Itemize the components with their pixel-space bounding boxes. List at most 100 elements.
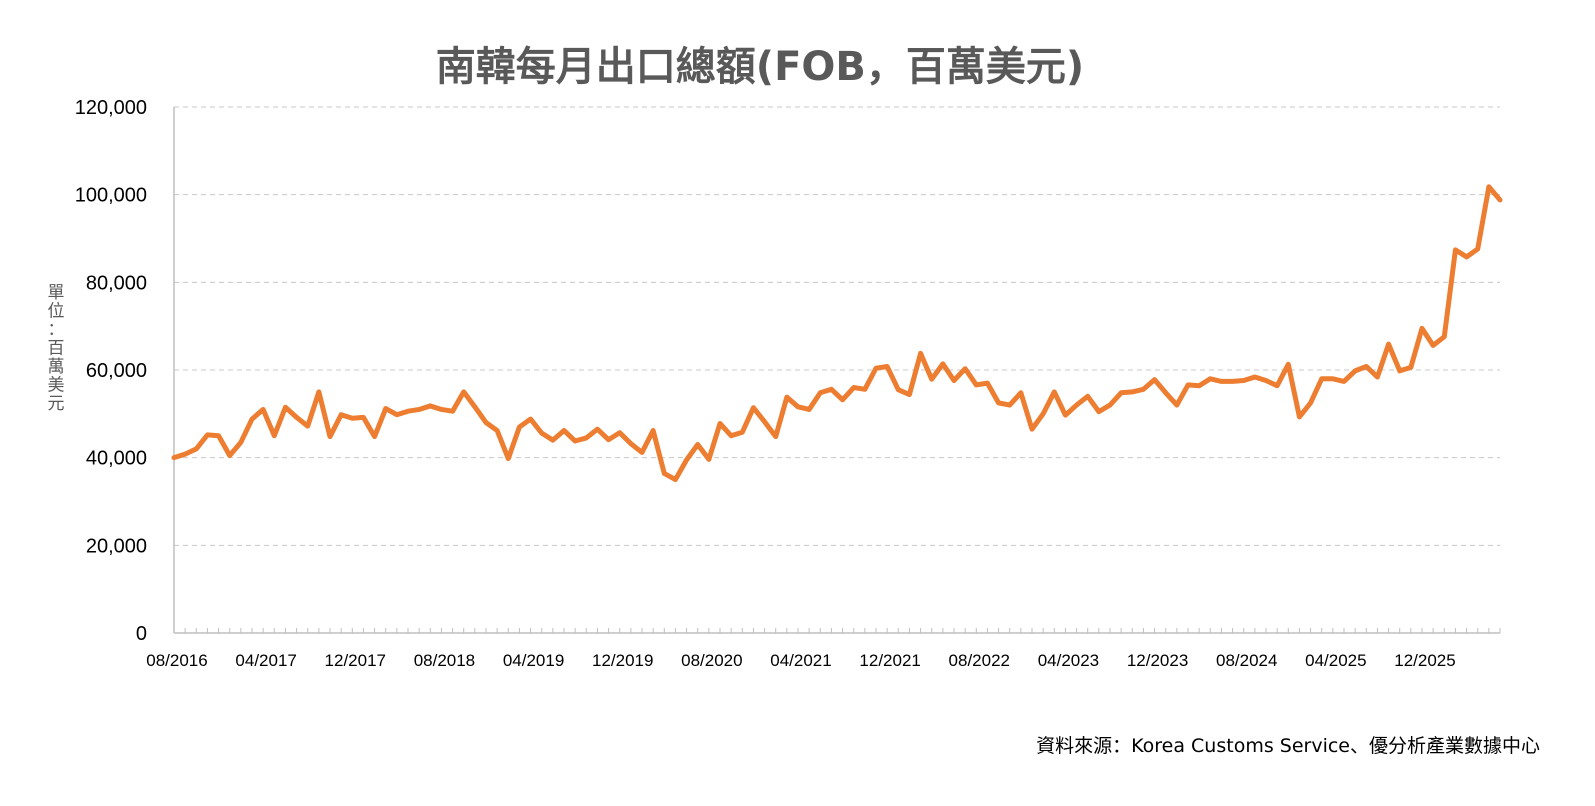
data-point xyxy=(496,429,499,432)
x-tick-label: 08/2020 xyxy=(681,651,742,670)
data-point xyxy=(707,458,710,461)
data-point xyxy=(1276,384,1279,387)
data-point xyxy=(217,434,220,437)
data-point xyxy=(1086,395,1089,398)
data-point xyxy=(897,388,900,391)
data-point xyxy=(1142,388,1145,391)
x-tick-label: 08/2024 xyxy=(1216,651,1277,670)
data-point xyxy=(607,438,610,441)
source-note: 資料來源：Korea Customs Service、優分析產業數據中心 xyxy=(1036,735,1540,757)
data-point xyxy=(195,447,198,450)
data-point xyxy=(964,367,967,370)
data-point xyxy=(1042,412,1045,415)
x-tick-label: 04/2019 xyxy=(503,651,564,670)
data-point xyxy=(440,408,443,411)
y-tick-label: 40,000 xyxy=(86,448,147,470)
x-tick-label: 04/2025 xyxy=(1305,651,1366,670)
data-point xyxy=(1153,378,1156,381)
data-point xyxy=(919,352,922,355)
data-point xyxy=(1499,198,1502,201)
data-point xyxy=(1265,379,1268,382)
data-point xyxy=(329,435,332,438)
data-point xyxy=(1231,380,1234,383)
data-point xyxy=(941,362,944,365)
data-point xyxy=(228,454,231,457)
data-point xyxy=(1454,248,1457,251)
data-point xyxy=(953,379,956,382)
chart-title: 南韓每月出口總額(FOB，百萬美元) xyxy=(436,44,1084,90)
data-point xyxy=(395,413,398,416)
data-point xyxy=(908,393,911,396)
data-point xyxy=(184,453,187,456)
data-point xyxy=(696,443,699,446)
x-tick-label: 08/2016 xyxy=(146,651,207,670)
y-axis-tick-labels: 0 20,000 40,000 60,000 80,000 100,000 120,000 xyxy=(75,97,147,645)
x-tick-label: 12/2025 xyxy=(1394,651,1455,670)
data-point xyxy=(741,431,744,434)
data-point xyxy=(863,388,866,391)
data-point xyxy=(585,436,588,439)
data-point xyxy=(1209,377,1212,380)
data-point xyxy=(1064,414,1067,417)
data-point xyxy=(997,401,1000,404)
data-point xyxy=(1354,369,1357,372)
data-point xyxy=(1008,404,1011,407)
y-tick-label: 100,000 xyxy=(75,185,147,207)
data-point xyxy=(797,405,800,408)
y-tick-label: 20,000 xyxy=(86,535,147,557)
data-point xyxy=(1164,391,1167,394)
y-axis-label: 單位：百萬美元 xyxy=(48,283,65,414)
data-point xyxy=(1109,404,1112,407)
data-point xyxy=(351,417,354,420)
data-point xyxy=(507,457,510,460)
data-point xyxy=(730,434,733,437)
data-point xyxy=(886,365,889,368)
data-point xyxy=(273,434,276,437)
data-point xyxy=(551,439,554,442)
data-point xyxy=(473,405,476,408)
data-point xyxy=(674,478,677,481)
data-point xyxy=(641,451,644,454)
data-point xyxy=(1220,380,1223,383)
data-point xyxy=(1365,365,1368,368)
data-point xyxy=(251,418,254,421)
data-point xyxy=(262,408,265,411)
data-point xyxy=(1120,391,1123,394)
x-tick-label: 12/2017 xyxy=(325,651,386,670)
data-point xyxy=(1409,366,1412,369)
data-point xyxy=(774,435,777,438)
x-tick-label: 08/2022 xyxy=(949,651,1010,670)
data-point xyxy=(418,408,421,411)
data-point xyxy=(719,422,722,425)
data-point xyxy=(518,425,521,428)
data-point xyxy=(819,391,822,394)
x-tick-label: 04/2017 xyxy=(235,651,296,670)
data-point xyxy=(1019,391,1022,394)
data-point xyxy=(1487,185,1490,188)
data-point xyxy=(1331,377,1334,380)
x-tick-label: 12/2023 xyxy=(1127,651,1188,670)
data-point xyxy=(317,390,320,393)
x-tick-label: 04/2023 xyxy=(1038,651,1099,670)
y-tick-label: 120,000 xyxy=(75,97,147,119)
data-point xyxy=(808,408,811,411)
data-point xyxy=(1097,410,1100,413)
data-point xyxy=(1053,390,1056,393)
data-point xyxy=(173,456,176,459)
data-point xyxy=(663,472,666,475)
data-point xyxy=(1187,383,1190,386)
data-point xyxy=(618,431,621,434)
y-tick-label: 80,000 xyxy=(86,272,147,294)
data-point xyxy=(462,390,465,393)
y-tick-label: 0 xyxy=(136,623,147,645)
data-point xyxy=(1465,255,1468,258)
data-point xyxy=(429,404,432,407)
data-point xyxy=(1031,428,1034,431)
data-point xyxy=(629,442,632,445)
y-tick-label: 60,000 xyxy=(86,360,147,382)
data-point xyxy=(1432,344,1435,347)
data-point xyxy=(1343,380,1346,383)
data-point xyxy=(574,440,577,443)
data-point xyxy=(652,429,655,432)
data-point xyxy=(1075,404,1078,407)
